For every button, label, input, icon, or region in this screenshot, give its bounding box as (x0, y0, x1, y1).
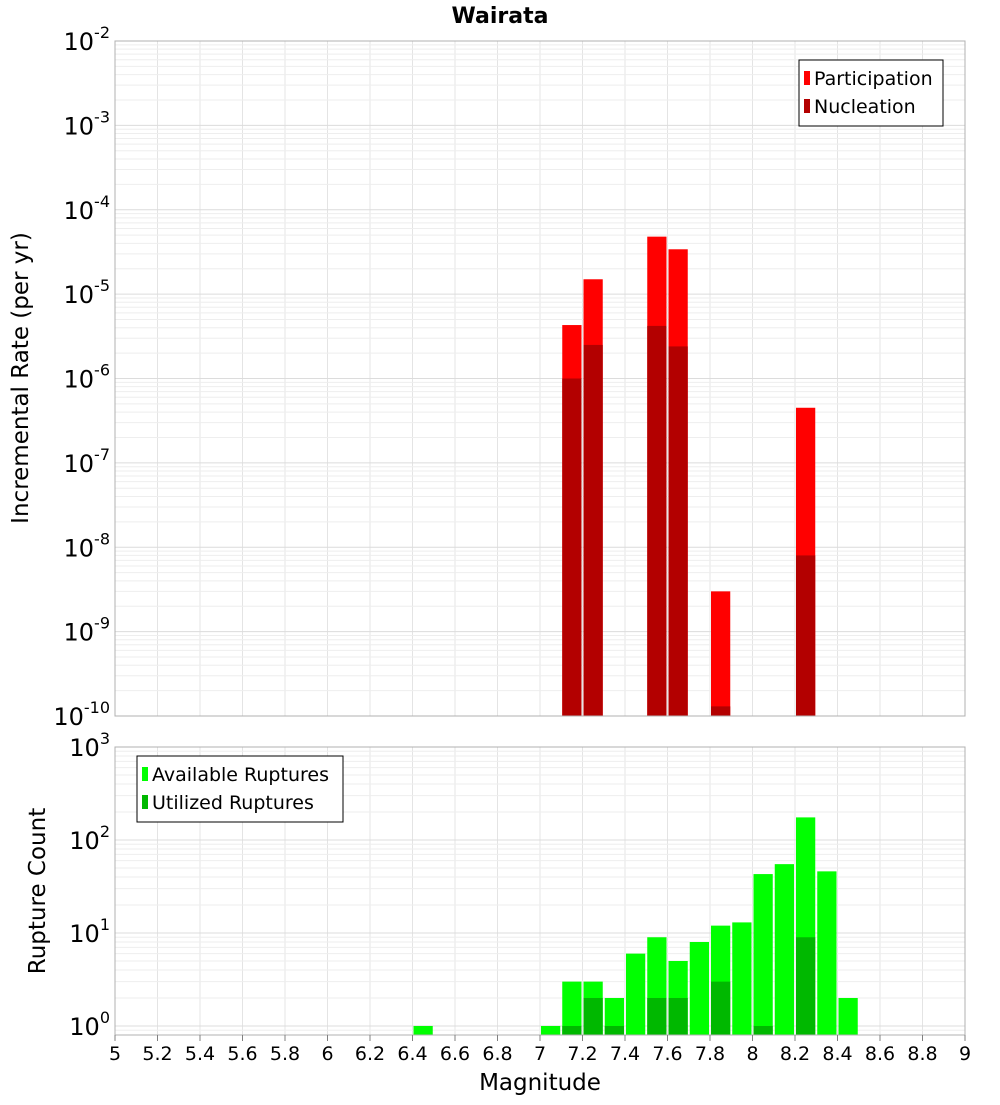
bar-secondary (668, 997, 688, 1035)
bar-secondary (583, 344, 603, 716)
legend-swatch (804, 71, 810, 85)
x-tick-label: 5.2 (142, 1043, 172, 1065)
top-y-axis-label: Incremental Rate (per yr) (8, 232, 34, 524)
legend-swatch (804, 99, 810, 113)
bar-primary (711, 591, 731, 716)
y-tick-label: 10-4 (64, 192, 111, 225)
bar-primary (413, 1025, 433, 1035)
legend-swatch (142, 795, 148, 809)
legend-label: Nucleation (814, 96, 916, 118)
bar-secondary (796, 555, 816, 716)
x-tick-label: 7.6 (652, 1043, 682, 1065)
bar-secondary (668, 346, 688, 716)
y-tick-label: 10-6 (64, 361, 111, 394)
y-tick-label: 103 (69, 729, 110, 762)
bar-secondary (604, 1025, 624, 1035)
bar-primary (689, 942, 709, 1035)
bar-secondary (711, 706, 731, 716)
y-tick-label: 10-8 (64, 529, 111, 562)
x-tick-label: 7.4 (610, 1043, 640, 1065)
x-tick-label: 7.8 (695, 1043, 725, 1065)
x-tick-label: 7 (534, 1043, 546, 1065)
x-tick-label: 8.4 (822, 1043, 852, 1065)
x-tick-label: 5.4 (185, 1043, 215, 1065)
bar-primary (753, 874, 773, 1035)
bar-primary (626, 953, 646, 1035)
bar-primary (604, 997, 624, 1035)
x-tick-label: 8.8 (907, 1043, 937, 1065)
bar-secondary (647, 325, 667, 716)
bar-primary (732, 922, 752, 1035)
y-tick-label: 10-10 (53, 698, 110, 731)
chart-title: Wairata (452, 4, 549, 29)
bar-secondary (796, 937, 816, 1035)
y-tick-label: 10-9 (64, 614, 111, 647)
x-tick-label: 8 (746, 1043, 758, 1065)
bar-primary (774, 864, 794, 1035)
bar-secondary (562, 1025, 582, 1035)
bar-secondary (711, 981, 731, 1035)
x-tick-label: 8.2 (780, 1043, 810, 1065)
plot-frame (114, 40, 966, 717)
legend-box (136, 755, 344, 823)
bar-primary (817, 871, 837, 1035)
x-tick-label: 9 (959, 1043, 971, 1065)
y-tick-label: 10-3 (64, 107, 111, 140)
x-tick-label: 6 (321, 1043, 333, 1065)
x-tick-label: 6.6 (440, 1043, 470, 1065)
bottom-y-axis-label: Rupture Count (25, 808, 51, 974)
y-tick-label: 100 (69, 1008, 110, 1041)
rupture-count-panel: 100 101 102 103 Available Ruptures Utilized R… (69, 729, 971, 1065)
x-tick-label: 6.2 (355, 1043, 385, 1065)
bar-secondary (562, 378, 582, 716)
y-tick-label: 10-7 (64, 445, 111, 478)
bar-secondary (753, 1025, 773, 1035)
x-tick-label: 5.6 (227, 1043, 257, 1065)
bar-secondary (647, 997, 667, 1035)
x-tick-label: 7.2 (567, 1043, 597, 1065)
y-tick-label: 101 (69, 915, 110, 948)
legend-label: Participation (814, 68, 933, 90)
bar-primary (562, 981, 582, 1035)
x-tick-label: 5.8 (270, 1043, 300, 1065)
x-tick-label: 6.4 (397, 1043, 427, 1065)
y-tick-label: 10-2 (64, 23, 111, 56)
y-tick-label: 102 (69, 822, 110, 855)
x-tick-label: 8.6 (865, 1043, 895, 1065)
x-tick-label: 5 (109, 1043, 121, 1065)
legend-swatch (142, 767, 148, 781)
bar-primary (541, 1025, 561, 1035)
bar-primary (838, 997, 858, 1035)
bar-secondary (583, 997, 603, 1035)
legend-label: Utilized Ruptures (152, 792, 314, 814)
legend-box (798, 59, 944, 127)
rate-panel: 10-10 10-9 10-8 10-7 10-6 10-5 10-4 10-3 10-2 Par… (53, 23, 966, 731)
x-axis-label: Magnitude (479, 1070, 601, 1096)
y-tick-label: 10-5 (64, 276, 111, 309)
legend-label: Available Ruptures (152, 764, 329, 786)
x-tick-label: 6.8 (482, 1043, 512, 1065)
